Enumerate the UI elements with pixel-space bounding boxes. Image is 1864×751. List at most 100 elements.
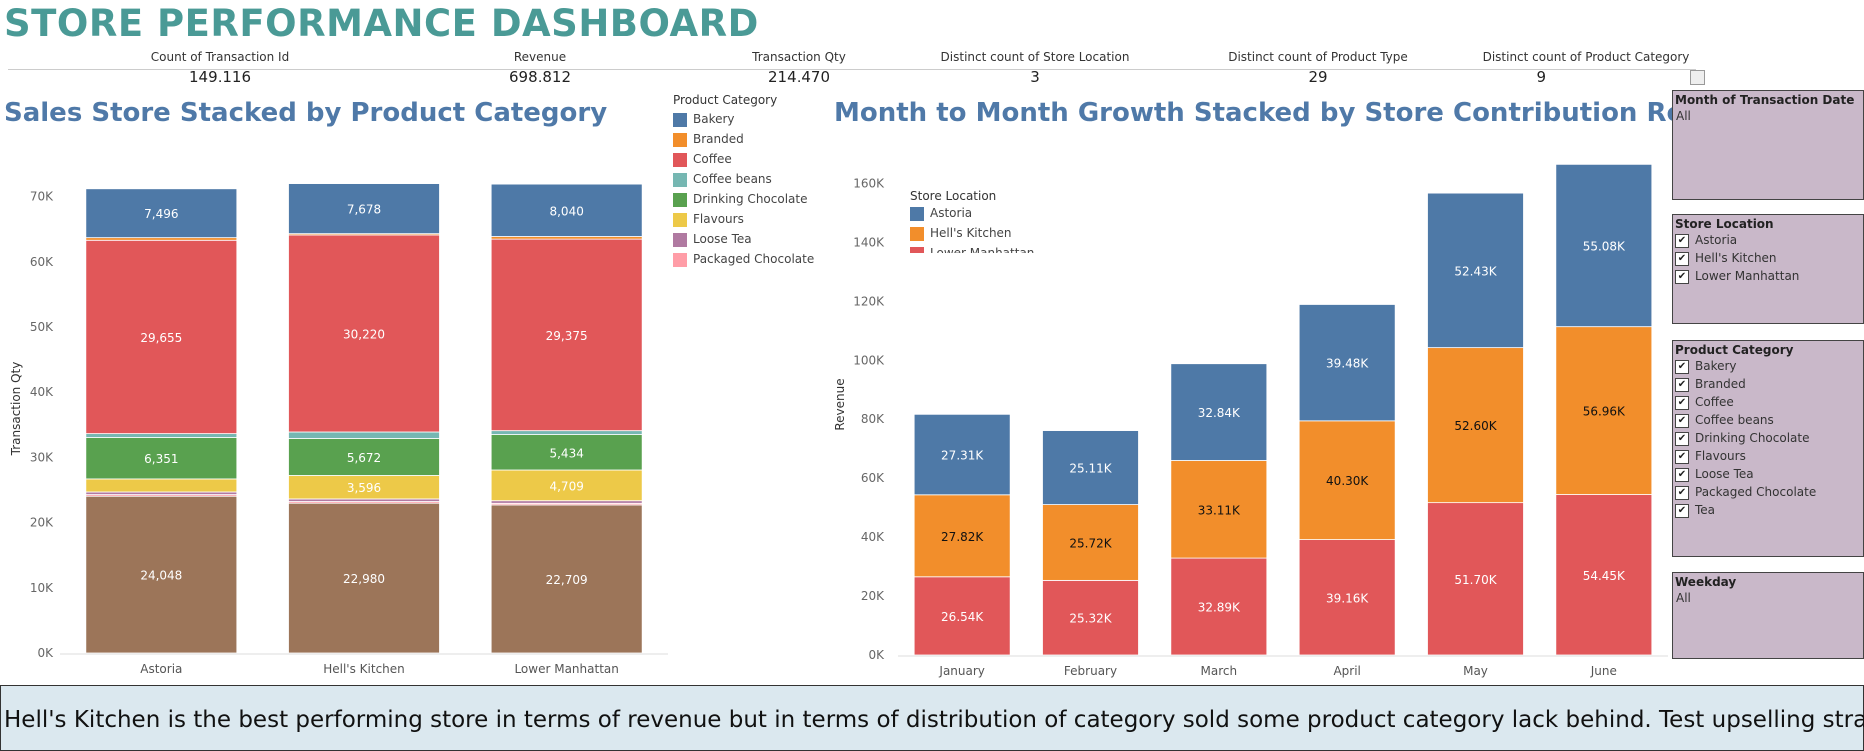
data-label: 30,220	[343, 327, 385, 341]
bar-segment[interactable]	[1042, 504, 1139, 581]
checkbox-checked-icon[interactable]: ✔	[1675, 269, 1689, 284]
legend-item[interactable]: Bakery	[673, 111, 735, 127]
bar-segment[interactable]	[490, 238, 643, 432]
data-label: 25.32K	[1069, 612, 1112, 626]
bar-segment[interactable]	[1555, 326, 1653, 495]
bar-segment[interactable]	[490, 183, 643, 237]
bar-segment[interactable]	[85, 239, 238, 435]
legend-swatch	[673, 252, 687, 267]
filter-option[interactable]: ✔ Tea	[1673, 501, 1863, 519]
x-tick-label: Lower Manhattan	[514, 662, 618, 676]
filter-option[interactable]: ✔ Coffee	[1673, 393, 1863, 411]
checkbox-checked-icon[interactable]: ✔	[1675, 233, 1689, 248]
bar-segment[interactable]	[490, 504, 643, 654]
bar-segment[interactable]	[288, 431, 440, 439]
data-label: 7,678	[347, 203, 381, 217]
bar-segment[interactable]	[288, 438, 440, 476]
checkbox-checked-icon[interactable]: ✔	[1675, 467, 1689, 482]
bar-segment[interactable]	[1298, 420, 1396, 540]
filter-option[interactable]: ✔ Flavours	[1673, 447, 1863, 465]
kpi-scroll-box[interactable]	[1690, 70, 1705, 85]
bar-segment[interactable]	[288, 502, 440, 654]
bar-segment[interactable]	[490, 430, 643, 435]
bar-segment[interactable]	[85, 478, 238, 493]
filter-weekday-value[interactable]: All	[1676, 591, 1691, 605]
bar-segment[interactable]	[1170, 363, 1268, 461]
right-chart-title: Month to Month Growth Stacked by Store C…	[834, 98, 1774, 128]
filter-option-label: Loose Tea	[1695, 467, 1754, 481]
checkbox-checked-icon[interactable]: ✔	[1675, 485, 1689, 500]
bar-segment[interactable]	[1298, 539, 1396, 656]
bar-segment[interactable]	[913, 413, 1011, 496]
kpi-value: 214,470	[767, 70, 831, 82]
bar-segment[interactable]	[1555, 494, 1653, 656]
filter-option[interactable]: ✔ Branded	[1673, 375, 1863, 393]
bar-segment[interactable]	[913, 494, 1011, 578]
legend-swatch	[673, 152, 687, 167]
bar-segment[interactable]	[85, 437, 238, 480]
filter-month-value[interactable]: All	[1676, 109, 1691, 123]
filter-option[interactable]: ✔ Loose Tea	[1673, 465, 1863, 483]
bar-segment[interactable]	[85, 495, 238, 654]
checkbox-checked-icon[interactable]: ✔	[1675, 359, 1689, 374]
filter-option[interactable]: ✔ Hell's Kitchen	[1673, 249, 1863, 267]
filter-store-location[interactable]: Store Location ✔ Astoria ✔ Hell's Kitchen ✔ L…	[1672, 214, 1864, 324]
data-label: 5,434	[549, 446, 583, 460]
bar-segment[interactable]	[85, 433, 238, 438]
bar-segment[interactable]	[1427, 347, 1524, 504]
checkbox-checked-icon[interactable]: ✔	[1675, 251, 1689, 266]
bar-segment[interactable]	[1298, 304, 1396, 422]
bar-segment[interactable]	[1170, 460, 1268, 559]
y-tick-label: 20K	[30, 516, 54, 530]
kpi-transaction-count: Count of Transaction Id 149,116	[105, 50, 335, 82]
product-legend-title: Product Category	[673, 93, 778, 107]
bar-segment[interactable]	[1555, 163, 1653, 328]
checkbox-checked-icon[interactable]: ✔	[1675, 413, 1689, 428]
bar-segment[interactable]	[288, 234, 440, 433]
bar-segment[interactable]	[288, 183, 440, 235]
filter-month[interactable]: Month of Transaction Date All	[1672, 90, 1864, 200]
legend-item[interactable]: Drinking Chocolate	[673, 191, 807, 207]
bar-segment[interactable]	[1427, 192, 1524, 349]
filter-weekday[interactable]: Weekday All	[1672, 572, 1864, 659]
y-axis-label: Revenue	[833, 378, 847, 430]
checkbox-checked-icon[interactable]: ✔	[1675, 431, 1689, 446]
bar-segment[interactable]	[490, 434, 643, 471]
bar-segment[interactable]	[1170, 557, 1268, 656]
filter-option[interactable]: ✔ Astoria	[1673, 231, 1863, 249]
bar-segment[interactable]	[490, 469, 643, 502]
filter-option-label: Bakery	[1695, 359, 1737, 373]
checkbox-checked-icon[interactable]: ✔	[1675, 377, 1689, 392]
filter-category-title: Product Category	[1675, 343, 1794, 357]
legend-item[interactable]: Flavours	[673, 211, 744, 227]
bar-segment[interactable]	[1427, 502, 1524, 656]
filter-option-label: Coffee	[1695, 395, 1734, 409]
filter-product-category[interactable]: Product Category ✔ Bakery ✔ Branded ✔ Coffee ✔…	[1672, 340, 1864, 557]
kpi-revenue: Revenue 698,812	[425, 50, 655, 82]
filter-option[interactable]: ✔ Lower Manhattan	[1673, 267, 1863, 285]
legend-item[interactable]: Lower Manhattan	[910, 245, 1050, 253]
legend-item[interactable]: Coffee beans	[673, 171, 772, 187]
legend-item[interactable]: Branded	[673, 131, 744, 147]
legend-swatch	[910, 246, 924, 253]
x-tick-label: Astoria	[140, 662, 182, 676]
filter-option[interactable]: ✔ Bakery	[1673, 357, 1863, 375]
checkbox-checked-icon[interactable]: ✔	[1675, 449, 1689, 464]
bar-segment[interactable]	[85, 188, 238, 239]
legend-label: Branded	[693, 132, 744, 146]
checkbox-checked-icon[interactable]: ✔	[1675, 395, 1689, 410]
legend-swatch	[673, 132, 687, 147]
kpi-product-category-count: Distinct count of Product Category 9	[1471, 50, 1701, 82]
checkbox-checked-icon[interactable]: ✔	[1675, 503, 1689, 518]
legend-item[interactable]: Packaged Chocolate	[673, 251, 814, 267]
legend-item[interactable]: Astoria	[910, 205, 1050, 221]
filter-option[interactable]: ✔ Packaged Chocolate	[1673, 483, 1863, 501]
bar-segment[interactable]	[1042, 430, 1139, 505]
legend-item[interactable]: Coffee	[673, 151, 732, 167]
bar-segment[interactable]	[1042, 579, 1139, 656]
legend-item[interactable]: Loose Tea	[673, 231, 752, 247]
legend-item[interactable]: Hell's Kitchen	[910, 225, 1050, 241]
filter-option[interactable]: ✔ Coffee beans	[1673, 411, 1863, 429]
filter-option[interactable]: ✔ Drinking Chocolate	[1673, 429, 1863, 447]
bar-segment[interactable]	[913, 576, 1011, 656]
